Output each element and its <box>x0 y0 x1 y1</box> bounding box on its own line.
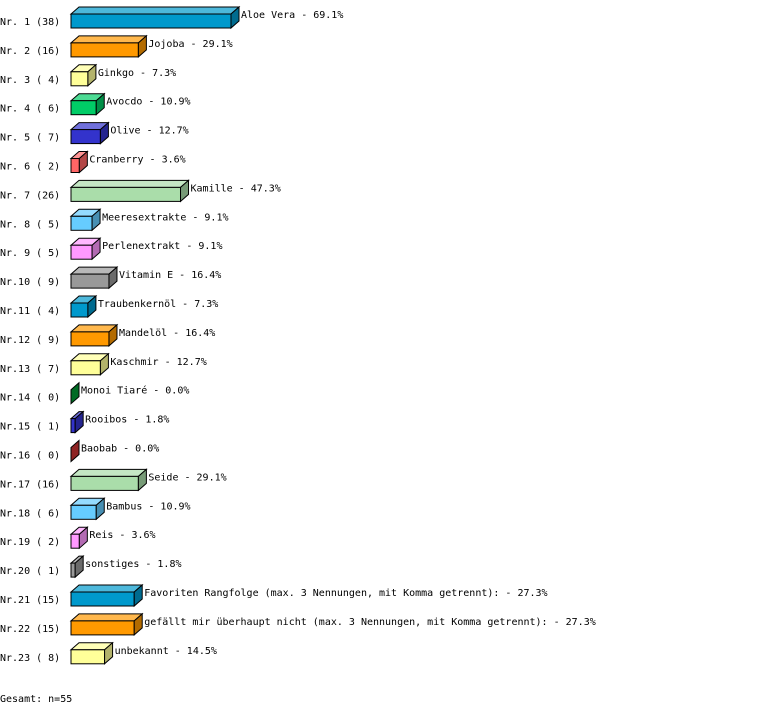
bar-value-label: Kaschmir - 12.7% <box>110 357 206 368</box>
category-label: Nr. 9 ( 5) <box>0 248 60 259</box>
bar-value-label: Jojoba - 29.1% <box>148 39 232 50</box>
category-label: Nr.21 (15) <box>0 595 60 606</box>
category-label: Nr.15 ( 1) <box>0 422 60 433</box>
bar <box>70 273 110 289</box>
bar <box>70 649 106 665</box>
category-label: Nr.17 (16) <box>0 479 60 490</box>
bar-value-label: Reis - 3.6% <box>89 530 155 541</box>
bar-value-label: Avocdo - 10.9% <box>106 97 190 108</box>
category-label: Nr. 3 ( 4) <box>0 75 60 86</box>
bar <box>70 331 110 347</box>
category-label: Nr.14 ( 0) <box>0 393 60 404</box>
bar-side <box>74 554 84 579</box>
bar <box>70 591 135 607</box>
bar-side <box>91 208 101 232</box>
bar-side <box>78 150 88 174</box>
bar <box>70 475 139 491</box>
bar-side <box>230 5 240 30</box>
bar-top <box>69 35 148 44</box>
bar-value-label: Cranberry - 3.6% <box>89 155 185 166</box>
bar-side <box>95 497 105 521</box>
bar <box>70 13 232 29</box>
bar-side <box>78 526 88 550</box>
category-label: Nr. 2 (16) <box>0 46 60 57</box>
bar-side <box>104 641 114 665</box>
bar-value-label: Ginkgo - 7.3% <box>98 68 176 79</box>
bar-value-label: Traubenkernöl - 7.3% <box>98 299 218 310</box>
bar <box>70 71 89 87</box>
total-label: Gesamt: n=55 <box>0 694 72 705</box>
bar-side <box>99 352 109 376</box>
bar-value-label: Favoriten Rangfolge (max. 3 Nennungen, m… <box>144 588 547 599</box>
bar-side <box>133 583 143 608</box>
category-label: Nr. 1 (38) <box>0 17 60 28</box>
category-label: Nr. 7 (26) <box>0 190 60 201</box>
category-label: Nr.13 ( 7) <box>0 364 60 375</box>
bar <box>70 360 101 376</box>
bar-side <box>133 612 143 637</box>
bar-top <box>69 179 190 188</box>
bar-value-label: Monoi Tiaré - 0.0% <box>81 385 189 397</box>
bar-value-label: Baobab - 0.0% <box>81 444 159 455</box>
bar-side <box>87 63 97 87</box>
bar <box>70 504 97 520</box>
category-label: Nr.12 ( 9) <box>0 335 60 346</box>
bar-value-label: Vitamin E - 16.4% <box>119 270 221 281</box>
bar-value-label: Olive - 12.7% <box>110 126 188 137</box>
bar-value-label: sonstiges - 1.8% <box>85 559 181 570</box>
bar-top <box>69 468 148 477</box>
bar <box>70 418 76 434</box>
bar-side <box>70 381 80 405</box>
bar-side <box>180 179 190 203</box>
category-label: Nr.10 ( 9) <box>0 277 60 288</box>
bar <box>70 244 93 260</box>
category-label: Nr. 8 ( 5) <box>0 219 60 230</box>
bar-value-label: Perlenextrakt - 9.1% <box>102 241 222 252</box>
bar-side <box>87 294 97 319</box>
bar-value-label: Rooibos - 1.8% <box>85 415 169 426</box>
bar-side <box>108 265 118 290</box>
category-label: Nr.16 ( 0) <box>0 451 60 462</box>
bar-value-label: Mandelöl - 16.4% <box>119 328 215 339</box>
bar-side <box>108 323 118 348</box>
bar-top <box>69 584 144 593</box>
bar-value-label: unbekannt - 14.5% <box>115 646 217 657</box>
bar-value-label: Kamille - 47.3% <box>191 183 281 194</box>
bar-value-label: Bambus - 10.9% <box>106 501 190 512</box>
bar <box>70 100 97 116</box>
category-label: Nr. 5 ( 7) <box>0 133 60 144</box>
bar-side <box>74 410 84 434</box>
bar <box>70 158 80 173</box>
bar <box>70 129 101 145</box>
bar <box>70 562 76 578</box>
bar <box>70 533 80 549</box>
bar-side <box>137 468 147 492</box>
bar-side <box>99 121 109 145</box>
category-label: Nr.19 ( 2) <box>0 537 60 548</box>
category-label: Nr.22 (15) <box>0 624 60 635</box>
category-label: Nr.23 ( 8) <box>0 653 60 664</box>
category-label: Nr. 6 ( 2) <box>0 162 60 173</box>
bar-side <box>70 439 80 463</box>
category-label: Nr. 4 ( 6) <box>0 104 60 115</box>
bar-top <box>69 6 241 15</box>
bar-side <box>95 92 105 116</box>
bar-top <box>69 613 144 622</box>
bar <box>70 186 182 202</box>
bar <box>70 302 89 318</box>
bar-value-label: Meeresextrakte - 9.1% <box>102 212 228 223</box>
bar-side <box>91 237 101 261</box>
category-label: Nr.20 ( 1) <box>0 566 60 577</box>
bar-value-label: Seide - 29.1% <box>148 472 226 483</box>
bar <box>70 215 93 231</box>
bar-value-label: gefällt mir überhaupt nicht (max. 3 Nenn… <box>144 617 596 628</box>
bar <box>70 620 135 636</box>
category-label: Nr.11 ( 4) <box>0 306 60 317</box>
bar <box>70 42 139 58</box>
bar-value-label: Aloe Vera - 69.1% <box>241 10 343 21</box>
bar-side <box>137 34 147 59</box>
category-label: Nr.18 ( 6) <box>0 508 60 519</box>
